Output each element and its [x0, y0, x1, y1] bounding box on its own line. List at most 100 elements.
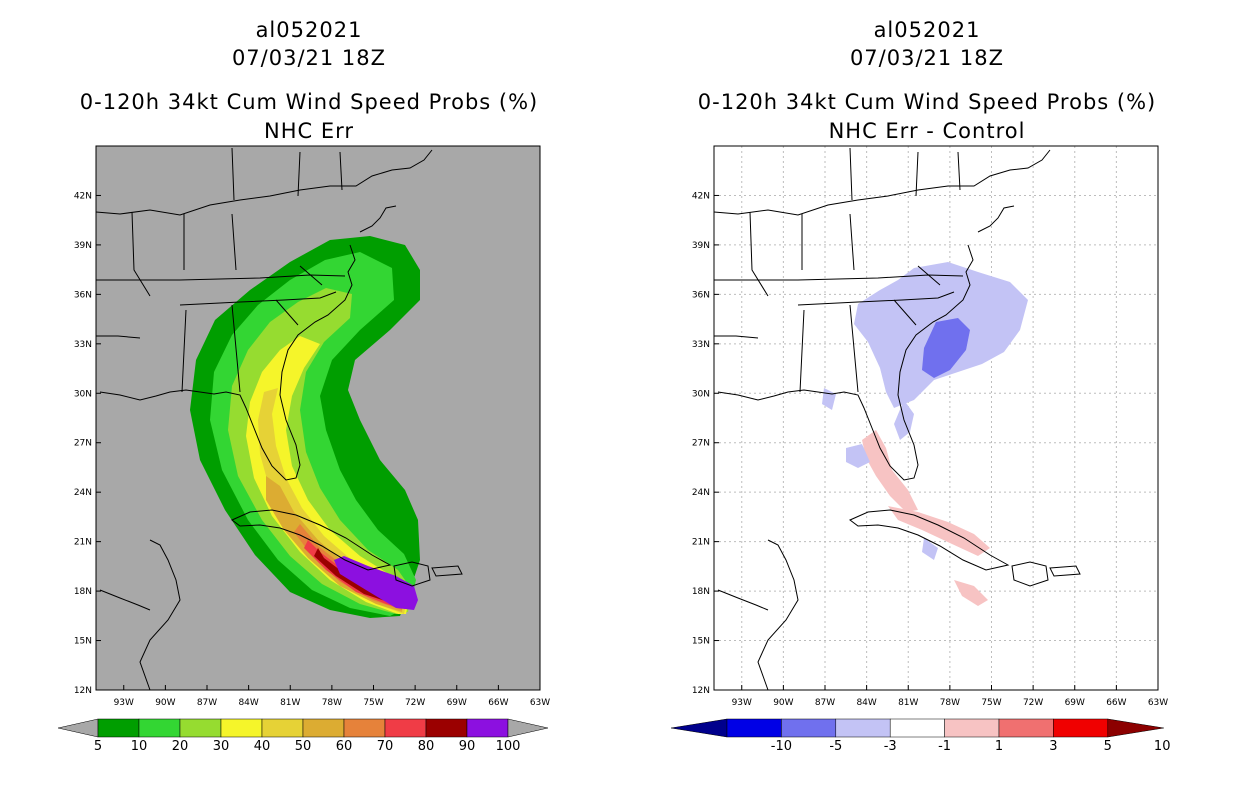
right-lon-tick-label: 69W	[1065, 698, 1085, 708]
left-datetime: 07/03/21 18Z	[231, 46, 387, 70]
right-lat-tick-label: 24N	[692, 488, 710, 498]
left-lat-tick-label: 42N	[74, 191, 92, 201]
right-lat-tick-label: 33N	[692, 340, 710, 350]
left-colorbar-box	[466, 718, 509, 738]
left-coastline-path	[181, 304, 241, 393]
left-colorbar-box	[179, 718, 222, 738]
left-colorbar-over-arrow	[507, 718, 549, 738]
left-coastlines	[95, 147, 463, 691]
right-lon-tick-label: 75W	[981, 698, 1001, 708]
left-lat-tick-label: 30N	[74, 389, 92, 399]
left-colorbar-box	[425, 718, 468, 738]
left-coastline-path	[231, 147, 343, 201]
right-coastline-path	[714, 274, 964, 281]
left-coastline-path	[179, 291, 337, 306]
right-lat-tick-label: 36N	[692, 290, 710, 300]
left-colorbar-box	[302, 718, 345, 738]
right-map-frame	[713, 145, 1159, 691]
right-coastline-path	[1049, 565, 1081, 577]
left-coastline-path	[131, 211, 237, 297]
left-colorbar-label: 100	[496, 739, 521, 754]
left-lat-tick-label: 33N	[74, 340, 92, 350]
right-difference-patch	[862, 430, 918, 512]
right-difference-field	[822, 262, 1028, 606]
right-lat-tick-label: 30N	[692, 389, 710, 399]
right-colorbar-label: -10	[771, 739, 792, 754]
right-chart-title: 0-120h 34kt Cum Wind Speed Probs (%)	[697, 90, 1157, 114]
left-coastline-path	[99, 589, 151, 611]
left-lat-tick-label: 39N	[74, 241, 92, 251]
right-coastline-path	[757, 539, 799, 691]
left-lat-tick-label: 21N	[74, 538, 92, 548]
right-colorbar-box	[998, 718, 1054, 738]
right-lon-tick-label: 66W	[1106, 698, 1126, 708]
right-coastlines	[713, 147, 1081, 691]
left-coastline-path	[275, 265, 323, 326]
right-lat-tick-label: 27N	[692, 439, 710, 449]
right-lat-tick-label: 42N	[692, 191, 710, 201]
right-colorbar-box	[835, 718, 891, 738]
right-lon-tick-label: 81W	[898, 698, 918, 708]
right-coastline-path	[714, 335, 759, 339]
left-colorbar-under-arrow	[57, 718, 99, 738]
left-colorbar-label: 90	[459, 739, 476, 754]
left-lat-tick-label: 12N	[74, 686, 92, 696]
right-lon-tick-label: 78W	[940, 698, 960, 708]
right-colorbar-under-arrow	[670, 718, 728, 738]
right-coastline-path	[797, 291, 955, 306]
left-probability-band	[246, 336, 410, 614]
left-colorbar-label: 40	[254, 739, 271, 754]
right-lon-tick-label: 63W	[1148, 698, 1168, 708]
right-colorbar-label: 5	[1104, 739, 1112, 754]
right-coastline-path	[713, 149, 1051, 216]
left-colorbar-label: 60	[336, 739, 353, 754]
right-lon-tick-label: 84W	[856, 698, 876, 708]
left-colorbar-box	[220, 718, 263, 738]
right-difference-patch	[888, 506, 990, 556]
left-lat-tick-label: 15N	[74, 637, 92, 647]
right-colorbar-label: -5	[829, 739, 842, 754]
left-colorbar-label: 20	[172, 739, 189, 754]
left-lon-tick-label: 66W	[488, 698, 508, 708]
right-chart-subtitle: NHC Err - Control	[828, 119, 1026, 143]
left-colorbar-label: 50	[295, 739, 312, 754]
right-lon-tick-label: 72W	[1023, 698, 1043, 708]
left-map-svg: 93W 90W 87W 84W 81W 78W 75W 72W 69W 66W 63W 42N 39N 3…	[57, 145, 550, 754]
left-lat-tick-label: 27N	[74, 439, 92, 449]
right-coastline-path	[1011, 561, 1049, 587]
left-storm-id: al052021	[255, 18, 363, 42]
right-colorbar-box	[889, 718, 945, 738]
right-coastline-path	[799, 304, 859, 393]
right-colorbar-over-arrow	[1107, 718, 1164, 738]
left-coastline-path	[139, 539, 181, 691]
right-colorbar-label: -3	[884, 739, 897, 754]
left-probability-band	[334, 556, 418, 610]
left-map-frame	[95, 145, 541, 691]
right-colorbar-label: 10	[1154, 739, 1171, 754]
right-lon-tick-label: 87W	[815, 698, 835, 708]
left-colorbar-label: 70	[377, 739, 394, 754]
right-colorbar-label: -1	[938, 739, 951, 754]
left-colorbar-box	[384, 718, 427, 738]
right-chart-panel: al052021 07/03/21 18Z 0-120h 34kt Cum Wi…	[618, 0, 1236, 800]
left-colorbar-label: 30	[213, 739, 230, 754]
right-lat-tick-label: 12N	[692, 686, 710, 696]
left-lat-tick-label: 18N	[74, 587, 92, 597]
left-colorbar-box	[97, 718, 140, 738]
right-colorbar-label: 1	[995, 739, 1003, 754]
left-colorbar-box	[261, 718, 304, 738]
left-colorbar-label: 80	[418, 739, 435, 754]
left-coastline-path	[231, 509, 392, 571]
right-difference-patch	[954, 580, 988, 606]
right-difference-patch	[922, 538, 938, 560]
right-lat-tick-label: 18N	[692, 587, 710, 597]
left-colorbar-label: 5	[94, 739, 102, 754]
left-lon-tick-label: 81W	[280, 698, 300, 708]
left-colorbar-box	[138, 718, 181, 738]
left-colorbar-box	[343, 718, 386, 738]
right-colorbar-box	[781, 718, 837, 738]
left-chart-title: 0-120h 34kt Cum Wind Speed Probs (%)	[79, 90, 539, 114]
right-map-background	[714, 146, 1158, 690]
right-colorbar-box	[944, 718, 1000, 738]
right-coastline-path	[717, 589, 769, 611]
